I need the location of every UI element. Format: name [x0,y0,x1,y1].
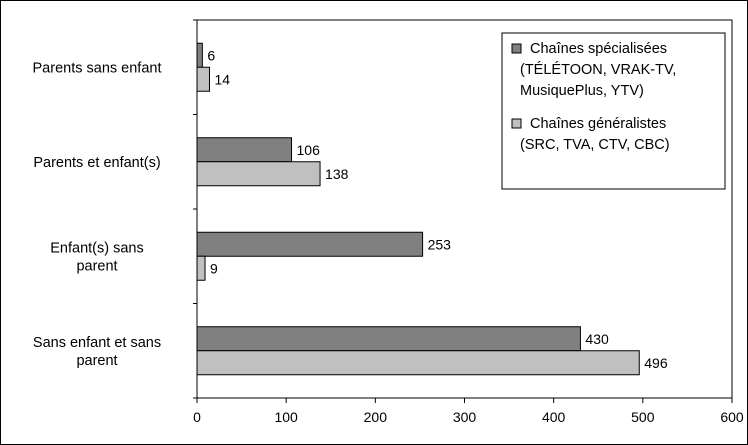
legend-entry-line: (SRC, TVA, CTV, CBC) [520,137,670,153]
legend-box [501,32,726,190]
data-label: 253 [428,236,452,252]
category-label-line: parent [76,258,117,274]
category-label: Enfant(s) sans parent [50,240,144,274]
legend-entry: Chaînes spécialisées (TÉLÉTOON, VRAK-TV, M… [520,41,676,99]
bar [196,42,203,68]
data-label: 496 [644,355,668,371]
category-label: Sans enfant et sans parent [33,335,161,369]
category-label: Parents sans enfant [33,60,162,76]
legend-entry-line: Chaînes spécialisées [530,41,667,57]
legend: Chaînes spécialisées (TÉLÉTOON, VRAK-TV, M… [501,32,726,190]
bar [196,66,210,92]
data-label: 430 [585,331,609,347]
x-tick-label: 200 [364,409,388,425]
legend-entry-line: (TÉLÉTOON, VRAK-TV, [520,61,676,78]
data-label: 138 [325,166,349,182]
bar [196,350,640,376]
category-label-line: Parents et enfant(s) [33,155,160,171]
bar [196,137,293,163]
category-label-line: Enfant(s) sans [50,240,144,256]
x-tick-label: 500 [631,409,655,425]
legend-entry-line: Chaînes généralistes [530,116,666,132]
category-label-line: Parents sans enfant [33,60,162,76]
category-label: Parents et enfant(s) [33,155,160,171]
x-tick-label: 0 [193,409,201,425]
x-tick-label: 100 [274,409,298,425]
legend-entry-line: MusiquePlus, YTV) [520,83,644,99]
legend-swatch [511,118,522,129]
bar [196,326,581,352]
bar [196,161,321,187]
bar [196,255,206,281]
category-label-line: Sans enfant et sans [33,335,161,351]
x-tick-label: 300 [453,409,477,425]
data-label: 9 [210,260,218,276]
bar [196,231,424,257]
category-label-line: parent [76,353,117,369]
x-tick-label: 400 [542,409,566,425]
data-label: 14 [214,71,230,87]
legend-entry: Chaînes généralistes (SRC, TVA, CTV, CBC) [520,116,670,153]
x-tick-label: 600 [720,409,744,425]
legend-swatch [511,43,522,54]
data-label: 6 [207,47,215,63]
data-label: 106 [297,142,321,158]
